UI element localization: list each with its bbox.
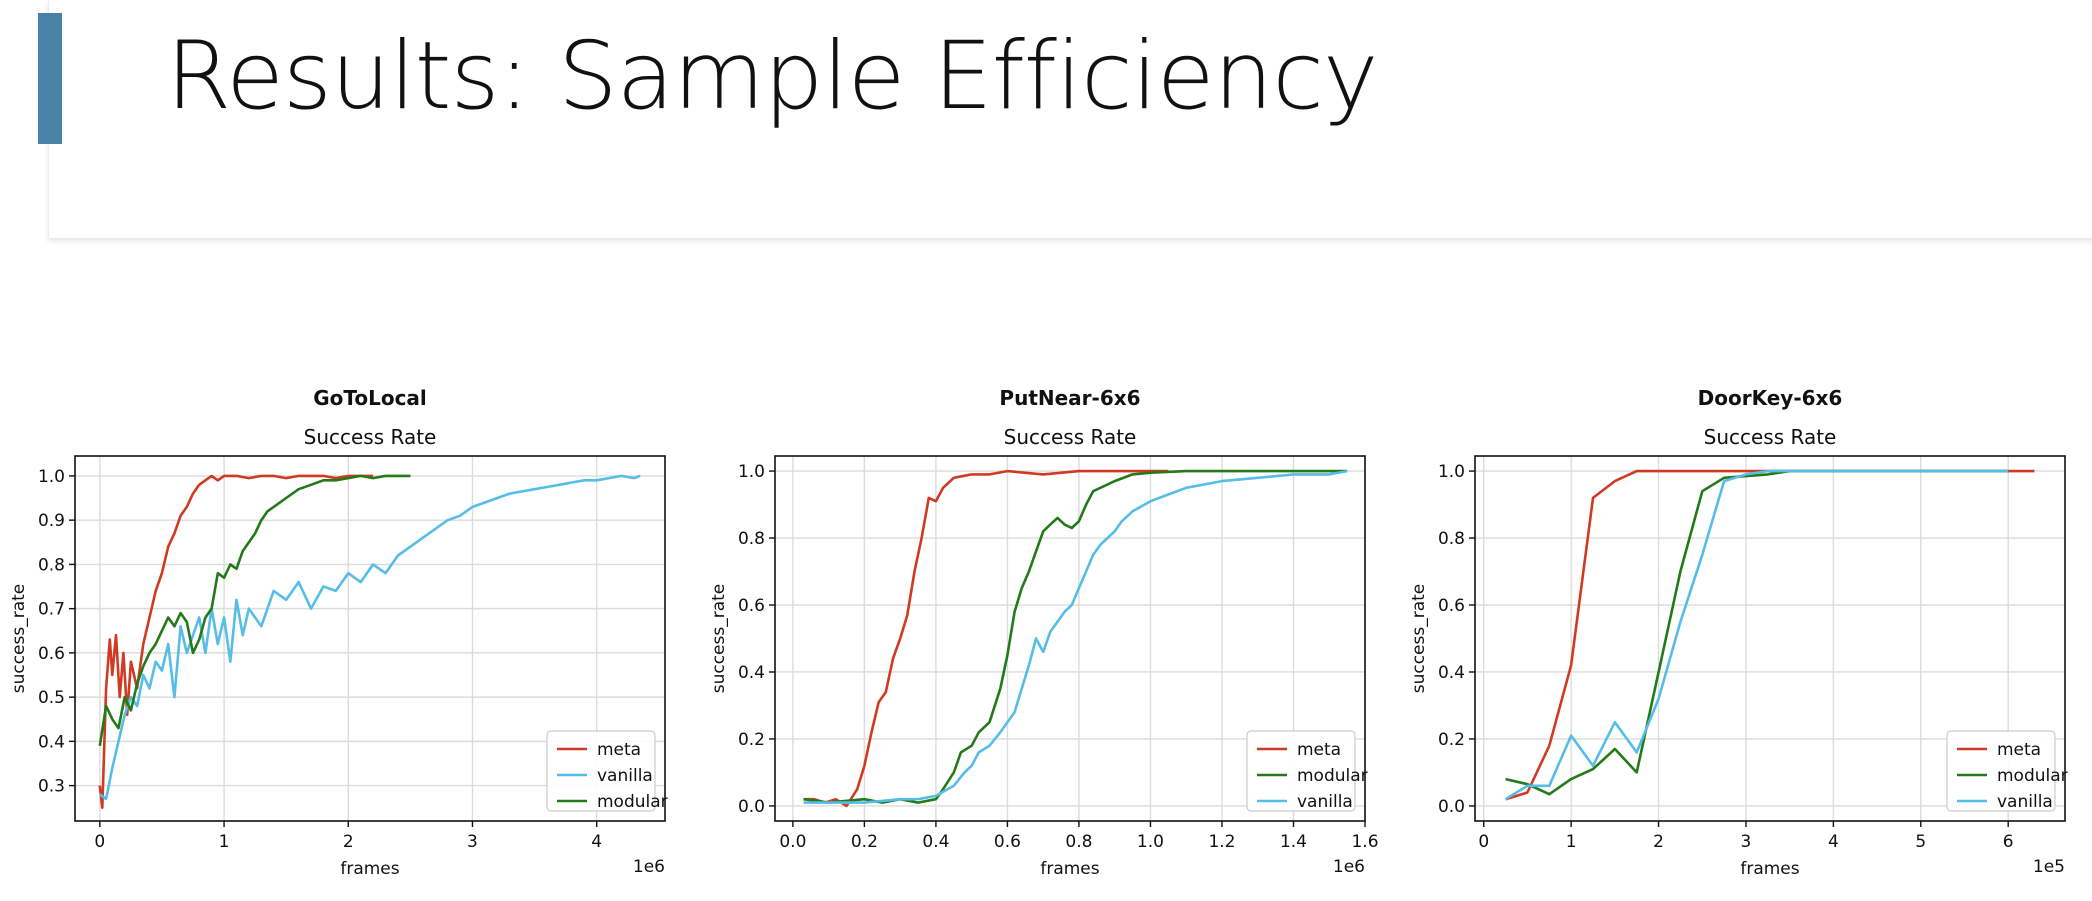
x-tick-label: 1.4 xyxy=(1280,832,1307,852)
x-tick-label: 5 xyxy=(1915,832,1926,852)
x-axis-multiplier: 1e6 xyxy=(1333,857,1365,877)
y-tick-label: 0.4 xyxy=(1438,663,1465,683)
y-tick-label: 1.0 xyxy=(1438,462,1465,482)
plot-frame xyxy=(1474,455,2066,822)
chart-doorkey-6x6: 0 1 2 3 4 5 6 0.0 0.2 0.4 0.6 0.8 1.0 DoorKey-6x6 Succ… xyxy=(1409,386,2068,879)
legend-label: modular xyxy=(1297,766,1368,786)
x-axis-label: frames xyxy=(1040,859,1099,879)
chart-title: GoToLocal xyxy=(313,386,427,410)
x-tick-label: 3 xyxy=(467,832,478,852)
x-tick-label: 0 xyxy=(94,832,105,852)
y-tick-label: 0.7 xyxy=(38,600,65,620)
x-tick-label: 1 xyxy=(219,832,230,852)
y-tick-label: 0.8 xyxy=(738,529,765,549)
x-tick-label: 0.0 xyxy=(779,832,806,852)
x-axis-label: frames xyxy=(1740,859,1799,879)
chart-gotolocal: 0 1 2 3 4 0.3 0.4 0.5 0.6 0.7 0.8 0.9 1.0 GoToLocal Su… xyxy=(9,386,668,879)
y-tick-label: 1.0 xyxy=(38,467,65,487)
x-tick-label: 0.6 xyxy=(994,832,1021,852)
y-tick-label: 0.2 xyxy=(1438,730,1465,750)
x-tick-label: 2 xyxy=(343,832,354,852)
legend-label: vanilla xyxy=(1297,792,1353,812)
x-tick-label: 4 xyxy=(591,832,602,852)
chart-title: PutNear-6x6 xyxy=(999,386,1140,410)
plot-frame xyxy=(774,455,1366,822)
y-tick-label: 0.3 xyxy=(38,777,65,797)
series-line-modular xyxy=(803,469,1348,804)
y-tick-label: 1.0 xyxy=(738,462,765,482)
title-accent-bar xyxy=(38,13,62,144)
y-axis-label: success_rate xyxy=(9,584,29,694)
legend-label: modular xyxy=(597,792,668,812)
chart-subtitle: Success Rate xyxy=(304,425,437,449)
y-tick-label: 0.6 xyxy=(1438,596,1465,616)
x-tick-label: 3 xyxy=(1741,832,1752,852)
y-tick-label: 0.5 xyxy=(38,688,65,708)
legend-label: vanilla xyxy=(597,766,653,786)
legend-box xyxy=(546,730,656,812)
chart-subtitle: Success Rate xyxy=(1004,425,1137,449)
slide-title: Results: Sample Efficiency xyxy=(166,22,1379,131)
x-tick-label: 2 xyxy=(1653,832,1664,852)
y-tick-label: 0.6 xyxy=(738,596,765,616)
legend-box xyxy=(1946,730,2056,812)
y-axis-label: success_rate xyxy=(1409,584,1429,694)
x-tick-label: 0 xyxy=(1478,832,1489,852)
y-tick-label: 0.0 xyxy=(738,797,765,817)
legend-label: vanilla xyxy=(1997,792,2053,812)
x-tick-label: 4 xyxy=(1828,832,1839,852)
chart-title: DoorKey-6x6 xyxy=(1698,386,1843,410)
series-line-vanilla xyxy=(803,469,1348,804)
x-tick-label: 1.6 xyxy=(1351,832,1378,852)
title-panel xyxy=(48,0,2092,238)
x-tick-label: 6 xyxy=(2003,832,2014,852)
series-line-modular xyxy=(1505,469,2009,796)
y-tick-label: 0.8 xyxy=(38,555,65,575)
x-tick-label: 0.8 xyxy=(1065,832,1092,852)
y-tick-label: 0.8 xyxy=(1438,529,1465,549)
legend-label: meta xyxy=(597,740,641,760)
chart-subtitle: Success Rate xyxy=(1704,425,1837,449)
y-tick-label: 0.4 xyxy=(738,663,765,683)
y-tick-label: 0.4 xyxy=(38,732,65,752)
x-axis-multiplier: 1e5 xyxy=(2033,857,2065,877)
series-line-vanilla xyxy=(99,474,641,801)
y-tick-label: 0.9 xyxy=(38,511,65,531)
y-tick-label: 0.0 xyxy=(1438,797,1465,817)
legend-label: meta xyxy=(1297,740,1341,760)
legend-box xyxy=(1246,730,1356,812)
series-line-meta xyxy=(803,469,1169,808)
legend-label: meta xyxy=(1997,740,2041,760)
x-tick-label: 1 xyxy=(1566,832,1577,852)
plot-frame xyxy=(74,455,666,822)
x-tick-label: 0.4 xyxy=(922,832,949,852)
series-line-vanilla xyxy=(1504,469,2009,801)
legend-label: modular xyxy=(1997,766,2068,786)
series-line-modular xyxy=(98,474,411,747)
y-axis-label: success_rate xyxy=(709,584,729,694)
x-tick-label: 1.0 xyxy=(1137,832,1164,852)
x-tick-label: 1.2 xyxy=(1208,832,1235,852)
x-axis-label: frames xyxy=(340,859,399,879)
series-line-meta xyxy=(98,474,374,810)
y-tick-label: 0.6 xyxy=(38,644,65,664)
y-tick-label: 0.2 xyxy=(738,730,765,750)
chart-putnear-6x6: 0.0 0.2 0.4 0.6 0.8 1.0 1.2 1.4 1.6 0.0 0.2 0.4 0.6 0… xyxy=(709,386,1379,879)
x-axis-multiplier: 1e6 xyxy=(633,857,665,877)
x-tick-label: 0.2 xyxy=(851,832,878,852)
